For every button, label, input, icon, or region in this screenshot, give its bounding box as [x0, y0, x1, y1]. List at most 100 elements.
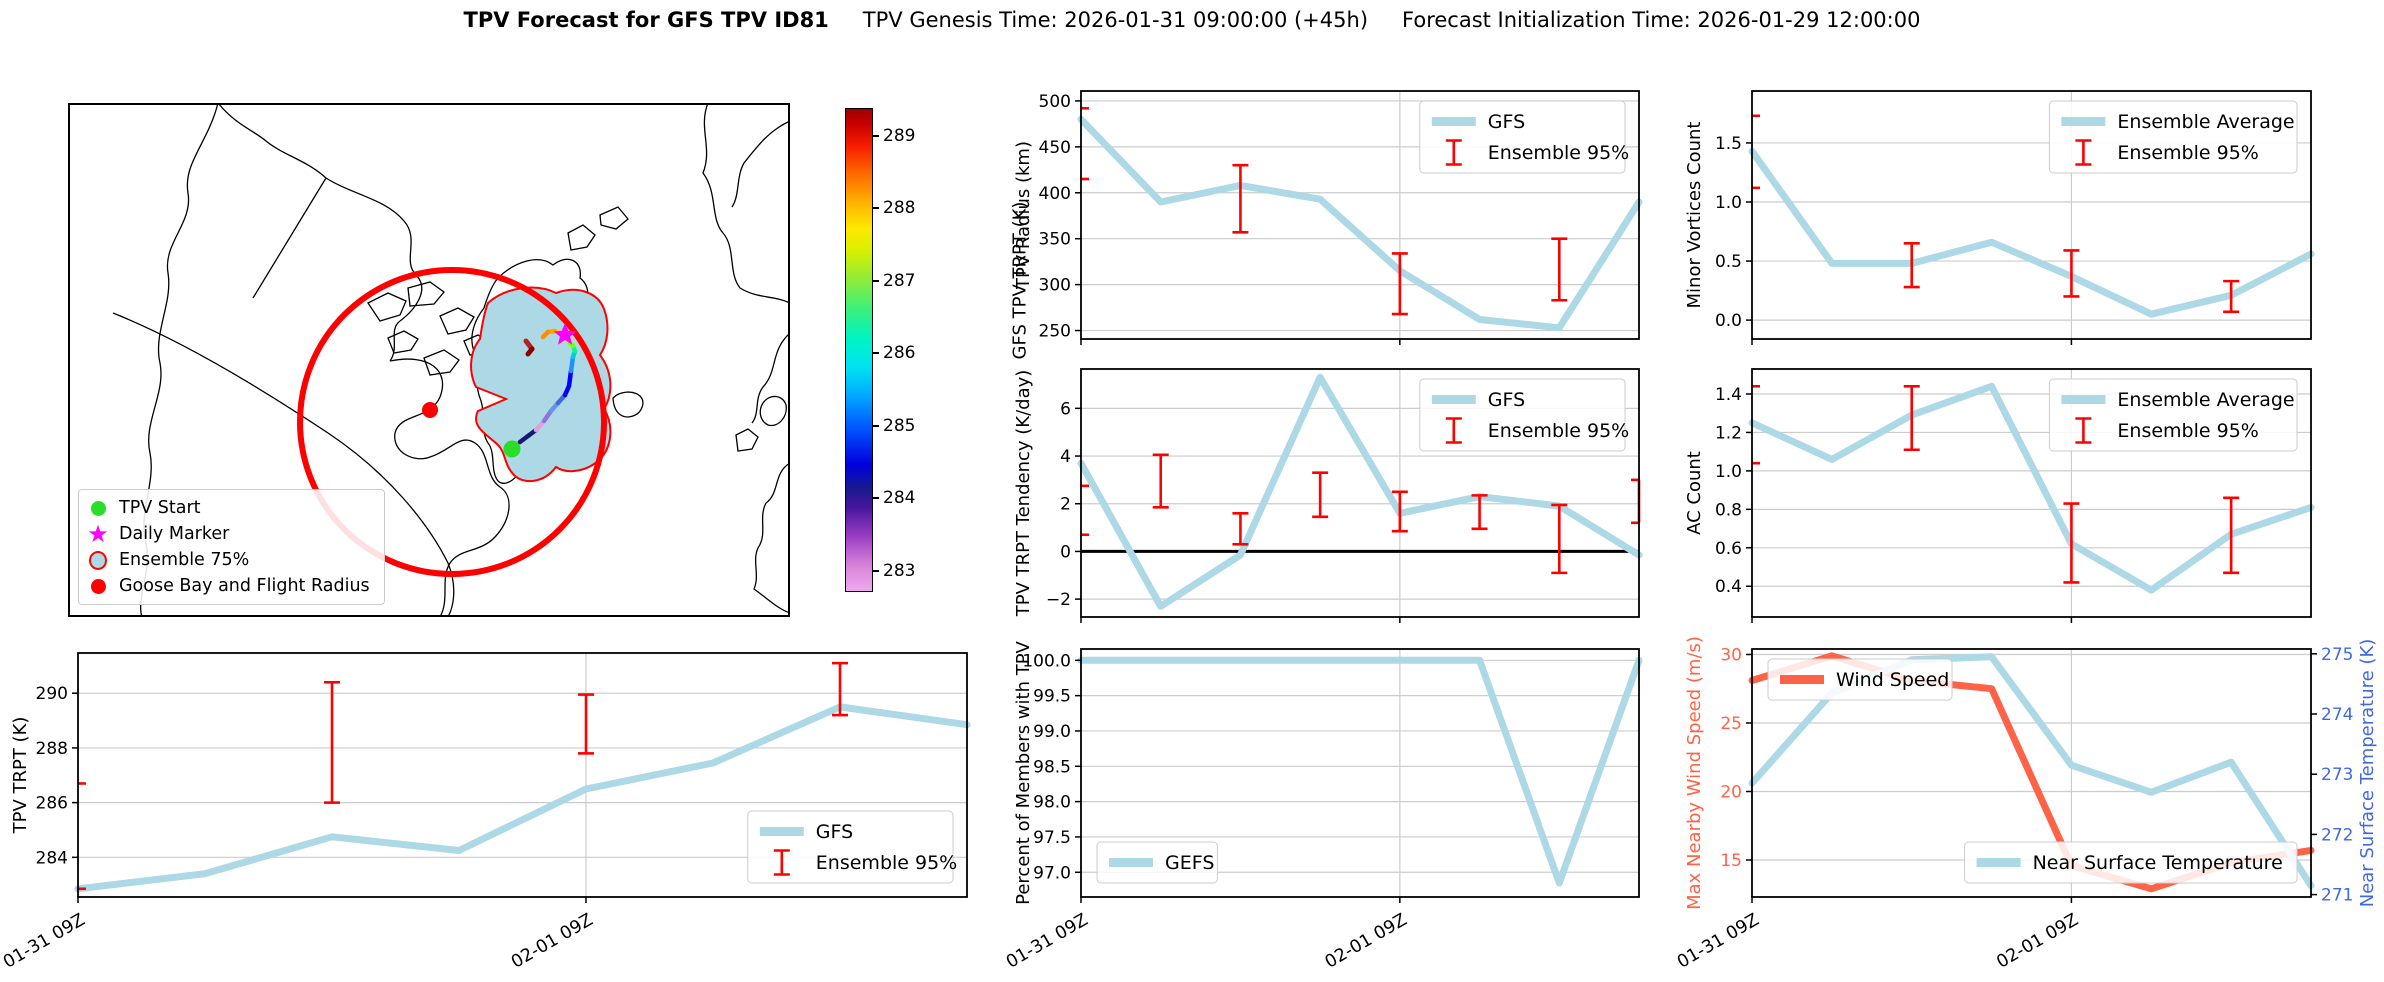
- y-axis-label-left: TPV TRPT (K): [10, 717, 31, 835]
- svg-text:01-31 09Z: 01-31 09Z: [0, 910, 89, 967]
- svg-text:400: 400: [1039, 184, 1071, 204]
- x-axis: [1751, 617, 2073, 623]
- svg-text:01-31 09Z: 01-31 09Z: [1674, 910, 1763, 967]
- colorbar-tick: 289: [873, 126, 915, 146]
- colorbar-tick: 287: [873, 271, 915, 291]
- ensemble-error-bars: [1752, 385, 2240, 584]
- goose-bay-marker: [422, 402, 438, 418]
- series-ensemble-average: [1748, 147, 2315, 318]
- y-axis-label-left: TPV Radius (km): [1013, 141, 1034, 290]
- map-legend-label: Goose Bay and Flight Radius: [119, 576, 370, 596]
- gridlines: [1752, 649, 2311, 897]
- svg-text:350: 350: [1039, 230, 1071, 250]
- y-axis-left: 15 20 25 30: [1720, 645, 1752, 871]
- y-axis-label-left: Minor Vortices Count: [1684, 122, 1705, 309]
- plot-frame: [1751, 368, 2312, 618]
- legend: Wind Speed: [1767, 658, 1953, 701]
- svg-text:02-01 09Z: 02-01 09Z: [508, 910, 597, 967]
- svg-text:Ensemble 95%: Ensemble 95%: [2117, 420, 2258, 442]
- ensemble-error-bars: [1752, 114, 2240, 314]
- trpt-colorbar: [845, 108, 873, 592]
- colorbar-tick: 286: [873, 343, 915, 363]
- svg-text:Ensemble 95%: Ensemble 95%: [1488, 420, 1629, 442]
- svg-text:Ensemble Average: Ensemble Average: [2117, 111, 2294, 133]
- chart-svg-tpv_radius: 250 300 350 400 450 500 TPV Radius (km) GFS Ense…: [1013, 90, 1643, 345]
- circle-marker-icon: [89, 550, 107, 570]
- chart-tpv-trpt: 284 286 288 290 TPV TRPT (K) 01-31 09Z 02-01 0…: [0, 641, 983, 973]
- y-axis-left: 250 300 350 400 450 500: [1039, 92, 1081, 342]
- x-axis: [1080, 617, 1401, 623]
- colorbar-tick: 284: [873, 488, 915, 508]
- svg-text:98.5: 98.5: [1033, 757, 1071, 777]
- svg-text:286: 286: [36, 794, 68, 814]
- svg-text:0.6: 0.6: [1715, 539, 1742, 559]
- plot-frame: [77, 652, 968, 898]
- svg-text:30: 30: [1720, 645, 1742, 665]
- legend: GEFS: [1096, 841, 1218, 884]
- map-legend-item-2: Ensemble 75%: [89, 550, 370, 570]
- star-icon: ★: [87, 519, 109, 548]
- x-axis: [1751, 339, 2073, 345]
- y-axis-label-left: Max Nearby Wind Speed (m/s): [1684, 637, 1705, 910]
- y-axis-left: 0.0 0.5 1.0 1.5: [1715, 134, 1752, 331]
- svg-text:274: 274: [2321, 705, 2353, 725]
- chart-svg-minor_vortices: 0.0 0.5 1.0 1.5 Minor Vortices Count Ensemble…: [1684, 90, 2315, 345]
- colorbar-panel: GFS TPV TRPT (K) 283 284 285 286 287 288 289: [845, 108, 1030, 592]
- x-axis: 01-31 09Z 02-01 09Z: [0, 897, 597, 973]
- x-axis: [1080, 339, 1401, 345]
- tpv-start-marker: [503, 440, 521, 458]
- map-legend: TPV Start ★ Daily Marker Ensemble 75% Goose …: [78, 489, 385, 605]
- svg-text:1.2: 1.2: [1715, 423, 1742, 443]
- ensemble-error-bars: [78, 661, 848, 891]
- series-gfs: [1077, 115, 1643, 332]
- svg-text:02-01 09Z: 02-01 09Z: [1993, 910, 2082, 967]
- chart-svg-trpt_tendency: −2 0 2 4 6 TPV TRPT Tendency (K/day) GFS Ensemb…: [1013, 368, 1643, 623]
- svg-text:300: 300: [1039, 276, 1071, 296]
- y-axis-label-left: AC Count: [1684, 451, 1705, 535]
- map-legend-item-1: ★ Daily Marker: [87, 519, 370, 548]
- chart-trpt-tendency: −2 0 2 4 6 TPV TRPT Tendency (K/day) GFS Ensemb…: [1003, 357, 1655, 633]
- svg-text:15: 15: [1720, 851, 1742, 871]
- svg-text:Ensemble Average: Ensemble Average: [2117, 389, 2294, 411]
- svg-text:1.0: 1.0: [1715, 462, 1742, 482]
- map-legend-item-0: TPV Start: [89, 498, 370, 518]
- svg-text:99.5: 99.5: [1033, 687, 1071, 707]
- svg-text:4: 4: [1060, 447, 1071, 467]
- svg-text:01-31 09Z: 01-31 09Z: [1003, 910, 1092, 967]
- track-map-panel: TPV Start ★ Daily Marker Ensemble 75% Goose …: [68, 103, 790, 617]
- plot-frame: [1751, 90, 2312, 340]
- legend: Ensemble Average Ensemble 95%: [2048, 378, 2298, 452]
- plot-frame: [1080, 90, 1640, 340]
- y-axis-right: 271 272 273 274 275: [2311, 645, 2353, 906]
- map-legend-label: Daily Marker: [119, 524, 230, 544]
- y-axis-label-left: TPV TRPT Tendency (K/day): [1013, 370, 1034, 618]
- svg-text:Near Surface Temperature: Near Surface Temperature: [2033, 852, 2283, 874]
- svg-text:99.0: 99.0: [1033, 722, 1071, 742]
- svg-text:Ensemble 95%: Ensemble 95%: [816, 852, 957, 874]
- ensemble-error-bars: [1081, 106, 1568, 316]
- svg-text:GFS: GFS: [816, 821, 853, 843]
- svg-text:271: 271: [2321, 886, 2353, 906]
- y-axis-left: −2 0 2 4 6: [1046, 399, 1081, 610]
- svg-text:98.0: 98.0: [1033, 793, 1071, 813]
- y-axis-left: 97.0 97.5 98.0 98.5 99.0 99.5 100.0: [1022, 651, 1081, 883]
- svg-text:288: 288: [36, 739, 68, 759]
- title-genesis-time: TPV Genesis Time: 2026-01-31 09:00:00 (+…: [862, 8, 1369, 32]
- map-legend-label: TPV Start: [119, 498, 201, 518]
- svg-text:1.4: 1.4: [1715, 385, 1742, 405]
- svg-text:273: 273: [2321, 765, 2353, 785]
- title-main: TPV Forecast for GFS TPV ID81: [463, 8, 829, 32]
- svg-text:272: 272: [2321, 825, 2353, 845]
- map-border: [68, 103, 790, 617]
- map-legend-label: Ensemble 75%: [119, 550, 250, 570]
- svg-text:0.8: 0.8: [1715, 500, 1742, 520]
- legend: GFS Ensemble 95%: [1419, 100, 1629, 174]
- chart-percent-members: 97.0 97.5 98.0 98.5 99.0 99.5 100.0 Percent of …: [1003, 637, 1655, 973]
- legend: GFS Ensemble 95%: [747, 810, 957, 884]
- map-legend-item-3: Goose Bay and Flight Radius: [89, 576, 370, 596]
- svg-text:97.5: 97.5: [1033, 828, 1071, 848]
- svg-text:290: 290: [36, 684, 68, 704]
- svg-text:97.0: 97.0: [1033, 863, 1071, 883]
